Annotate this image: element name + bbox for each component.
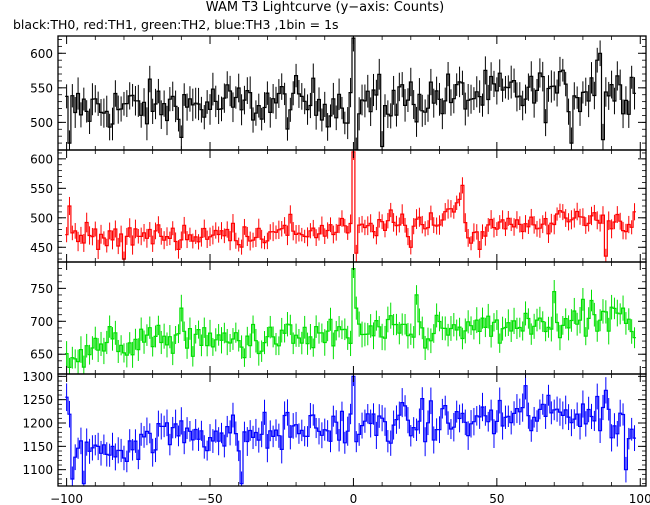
panel-th3: 1300 1250 1200 1150 1100 [22, 370, 647, 487]
chart-subtitle: black:TH0, red:TH1, green:TH2, blue:TH3 … [13, 17, 339, 32]
y-tick-label: 500 [30, 116, 53, 130]
series-th3 [65, 374, 636, 486]
series-th2 [65, 262, 636, 374]
panel-th0: 600 550 500 [30, 35, 647, 151]
series-line-th0 [65, 37, 636, 150]
panel-frame [57, 373, 647, 487]
panel-th2: 750 700 650 [30, 261, 647, 375]
y-tick-label: 600 [30, 152, 53, 166]
y-tick-label: 700 [30, 315, 53, 329]
y-tick-label: 600 [30, 47, 53, 61]
x-tick-label: 100 [629, 492, 650, 505]
y-tick-label: 450 [30, 241, 53, 255]
x-tick-label: −100 [50, 492, 83, 505]
y-tick-label: 550 [30, 182, 53, 196]
y-tick-label: 1200 [22, 417, 53, 431]
y-tick-label: 1250 [22, 393, 53, 407]
x-tick-label: 0 [350, 492, 358, 505]
series-line-th3 [65, 375, 636, 485]
y-tick-label: 1150 [22, 440, 53, 454]
chart-title: WAM T3 Lightcurve (y−axis: Counts) [205, 0, 445, 15]
y-tick-label: 650 [30, 348, 53, 362]
y-tick-label: 500 [30, 211, 53, 225]
x-tick-label: 50 [489, 492, 504, 505]
y-tick-label: 750 [30, 282, 53, 296]
y-tick-label: 550 [30, 81, 53, 95]
series-line-th2 [65, 268, 636, 368]
panel-th1: 600 550 500 450 [30, 149, 647, 263]
x-tick-label: −50 [197, 492, 222, 505]
series-th0 [65, 36, 636, 150]
series-line-th1 [65, 151, 636, 260]
y-tick-label: 1300 [22, 370, 53, 384]
series-th1 [65, 150, 636, 262]
y-tick-label: 1100 [22, 463, 53, 477]
